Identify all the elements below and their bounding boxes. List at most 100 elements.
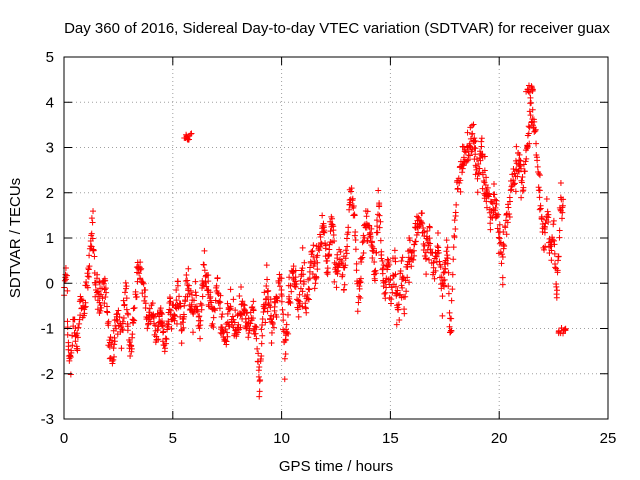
- data-point: [340, 286, 347, 293]
- data-point: [443, 248, 450, 255]
- data-point: [300, 278, 307, 285]
- data-point: [263, 283, 270, 290]
- data-point: [357, 278, 364, 285]
- data-point: [398, 282, 405, 289]
- data-point: [437, 264, 444, 271]
- data-point: [338, 258, 345, 265]
- data-point: [72, 338, 79, 345]
- data-point: [222, 337, 229, 344]
- data-point: [281, 355, 288, 362]
- data-point: [386, 261, 393, 268]
- data-point: [165, 318, 172, 325]
- data-point: [116, 314, 123, 321]
- data-point: [559, 202, 566, 209]
- data-point: [513, 143, 520, 150]
- data-point: [357, 294, 364, 301]
- data-point: [149, 300, 156, 307]
- data-point: [78, 296, 85, 303]
- data-point: [395, 301, 402, 308]
- data-point: [102, 277, 109, 284]
- data-point: [551, 260, 558, 267]
- data-point: [186, 132, 193, 139]
- data-point: [227, 286, 234, 293]
- data-point: [144, 325, 151, 332]
- data-point: [123, 283, 130, 290]
- data-point: [484, 184, 491, 191]
- data-point: [358, 256, 365, 263]
- data-point: [496, 221, 503, 228]
- data-point: [551, 241, 558, 248]
- data-point: [532, 126, 539, 133]
- data-point: [431, 275, 438, 282]
- data-point: [479, 171, 486, 178]
- data-point: [306, 275, 313, 282]
- data-point: [287, 282, 294, 289]
- data-point: [136, 270, 143, 277]
- data-point: [331, 278, 338, 285]
- data-point: [457, 188, 464, 195]
- data-point: [481, 179, 488, 186]
- data-point: [64, 324, 71, 331]
- data-point: [278, 287, 285, 294]
- data-point: [355, 293, 362, 300]
- data-point: [100, 280, 107, 287]
- data-point: [125, 311, 132, 318]
- data-point: [118, 323, 125, 330]
- data-point: [278, 275, 285, 282]
- data-point: [371, 268, 378, 275]
- data-point: [322, 242, 329, 249]
- data-point: [384, 266, 391, 273]
- data-point: [226, 323, 233, 330]
- data-point: [518, 194, 525, 201]
- data-point: [76, 316, 83, 323]
- data-point: [137, 275, 144, 282]
- data-point: [314, 252, 321, 259]
- data-point: [316, 231, 323, 238]
- data-point: [555, 253, 562, 260]
- data-point: [261, 289, 268, 296]
- data-point: [302, 300, 309, 307]
- data-point: [464, 129, 471, 136]
- data-point: [299, 288, 306, 295]
- data-point: [238, 283, 245, 290]
- data-point: [190, 297, 197, 304]
- data-point: [295, 313, 302, 320]
- data-point: [89, 235, 96, 242]
- data-point: [86, 263, 93, 270]
- data-point: [359, 239, 366, 246]
- data-point: [165, 321, 172, 328]
- y-axis-label: SDTVAR / TECUs: [7, 178, 24, 298]
- data-point: [423, 271, 430, 278]
- data-point: [419, 220, 426, 227]
- data-point: [64, 287, 71, 294]
- data-point: [460, 162, 467, 169]
- data-point: [128, 342, 135, 349]
- data-point: [350, 202, 357, 209]
- data-point: [268, 329, 275, 336]
- data-point: [511, 170, 518, 177]
- data-point: [283, 321, 290, 328]
- data-point: [481, 153, 488, 160]
- axis-ticks: 0 5 10 15 20 25 -3 -2 -1 0 1 2 3 4 5: [41, 49, 617, 447]
- data-point: [399, 254, 406, 261]
- data-point: [345, 224, 352, 231]
- data-point: [255, 358, 262, 365]
- data-point: [507, 187, 514, 194]
- data-point: [216, 305, 223, 312]
- data-point: [212, 297, 219, 304]
- data-point: [252, 330, 259, 337]
- data-point: [68, 347, 75, 354]
- data-point: [471, 135, 478, 142]
- data-point: [452, 225, 459, 232]
- data-point: [205, 272, 212, 279]
- data-point: [299, 265, 306, 272]
- data-point: [197, 300, 204, 307]
- data-point: [529, 106, 536, 113]
- data-point: [171, 313, 178, 320]
- data-point: [236, 293, 243, 300]
- data-point: [292, 274, 299, 281]
- y-tick-label: -3: [41, 411, 54, 428]
- data-point: [526, 140, 533, 147]
- data-point: [500, 229, 507, 236]
- data-point: [503, 212, 510, 219]
